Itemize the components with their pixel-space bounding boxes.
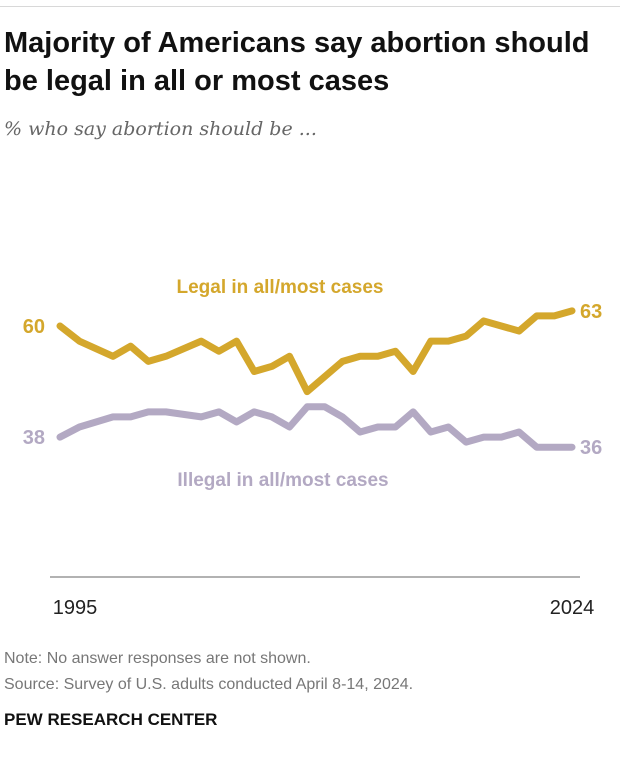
chart-source: Source: Survey of U.S. adults conducted … [4,676,414,693]
series-line-legal [56,307,576,396]
start-value-label: 38 [23,427,45,449]
end-value-label: 63 [580,301,602,323]
series-label: Illegal in all/most cases [177,470,388,491]
start-value-label: 60 [23,316,45,338]
end-value-label: 36 [580,437,602,459]
line-chart: 1995 2024 Legal in all/most cases 60 63 Illeg… [23,277,603,619]
chart-subtitle: % who say abortion should be ... [4,118,317,140]
x-tick-label: 1995 [53,597,98,619]
brand-logo-text: PEW RESEARCH CENTER [4,710,218,729]
chart-note: Note: No answer responses are not shown. [4,650,311,667]
series-line-illegal [56,403,576,451]
x-tick-label: 2024 [550,597,595,619]
top-rule [0,6,620,7]
chart-title: Majority of Americans say abortion shoul… [4,27,590,97]
series-label: Legal in all/most cases [177,277,384,298]
